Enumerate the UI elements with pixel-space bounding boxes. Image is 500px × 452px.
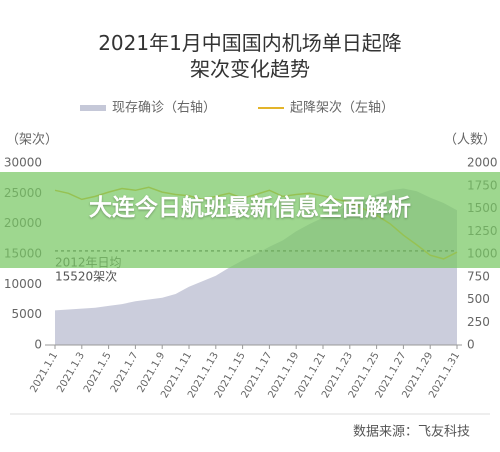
y2-tick-label: 500: [467, 292, 490, 306]
y-tick-label: 0: [34, 338, 42, 352]
banner-text: 大连今日航班最新信息全面解析: [89, 195, 411, 221]
y-tick-label: 30000: [4, 156, 42, 170]
y2-axis-label: （人数）: [444, 133, 496, 148]
y2-tick-label: 250: [467, 315, 490, 329]
y-tick-label: 5000: [11, 307, 42, 321]
legend-label: 起降架次（左轴）: [290, 100, 394, 116]
y2-tick-label: 0: [467, 338, 475, 352]
y2-tick-label: 750: [467, 269, 490, 283]
legend-swatch: [80, 105, 106, 111]
y-tick-label: 10000: [4, 277, 42, 291]
chart-title: 2021年1月中国国内机场单日起降架次变化趋势: [98, 31, 402, 81]
y2-tick-label: 2000: [467, 156, 498, 170]
source: 数据来源：飞友科技: [353, 424, 470, 440]
banner: 大连今日航班最新信息全面解析: [0, 172, 500, 268]
legend-label: 现存确诊（右轴）: [112, 101, 216, 116]
annotation: 15520架次: [55, 269, 117, 283]
y-axis-label: （架次）: [6, 132, 58, 148]
